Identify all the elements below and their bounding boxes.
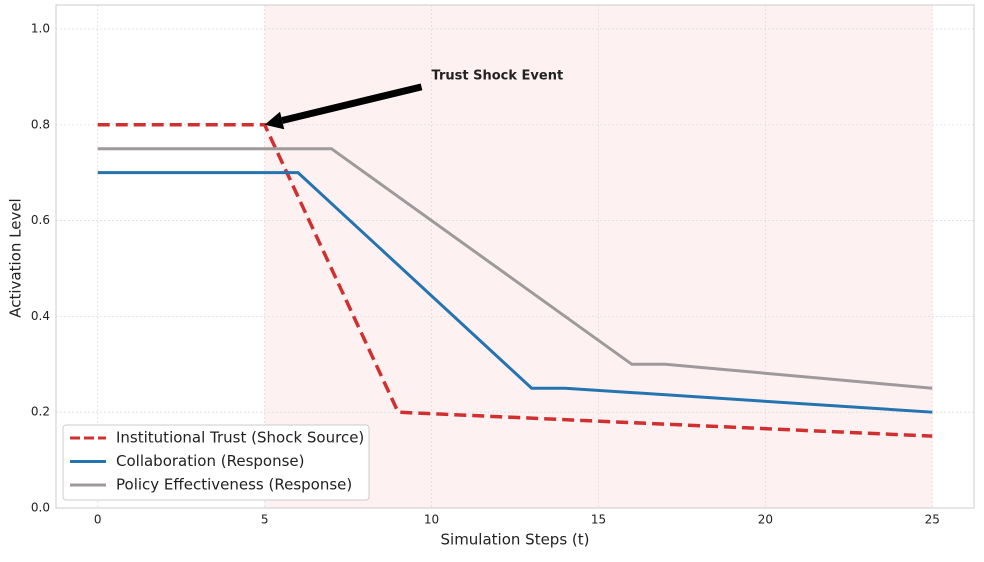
x-tick-label: 10 <box>424 513 439 527</box>
y-tick-label: 0.2 <box>31 405 50 419</box>
x-tick-label: 5 <box>261 513 269 527</box>
x-axis-label: Simulation Steps (t) <box>441 531 590 549</box>
legend-box <box>62 424 370 501</box>
shaded-region <box>264 5 933 508</box>
legend: Institutional Trust (Shock Source) Collab… <box>62 424 370 501</box>
legend-label: Collaboration (Response) <box>116 452 304 470</box>
plot-frame <box>55 4 975 509</box>
y-tick-label: 1.0 <box>31 21 50 35</box>
legend-label: Policy Effectiveness (Response) <box>116 476 352 494</box>
annotation-text: Trust Shock Event <box>432 68 564 83</box>
legend-label: Institutional Trust (Shock Source) <box>116 429 364 447</box>
y-tick-label: 0.8 <box>31 117 50 131</box>
y-axis-label: Activation Level <box>7 198 25 317</box>
series-line <box>97 171 933 414</box>
y-tick-label: 0.0 <box>31 501 50 515</box>
x-tick-label: 20 <box>758 513 773 527</box>
x-tick-label: 0 <box>94 513 102 527</box>
y-tick-label: 0.6 <box>31 213 50 227</box>
annotation-arrowhead <box>264 111 285 130</box>
y-tick-label: 0.4 <box>31 309 50 323</box>
series-line <box>97 147 933 390</box>
series-line <box>97 123 933 438</box>
annotation-arrow <box>281 83 423 124</box>
x-tick-label: 15 <box>591 513 606 527</box>
x-tick-label: 25 <box>925 513 940 527</box>
